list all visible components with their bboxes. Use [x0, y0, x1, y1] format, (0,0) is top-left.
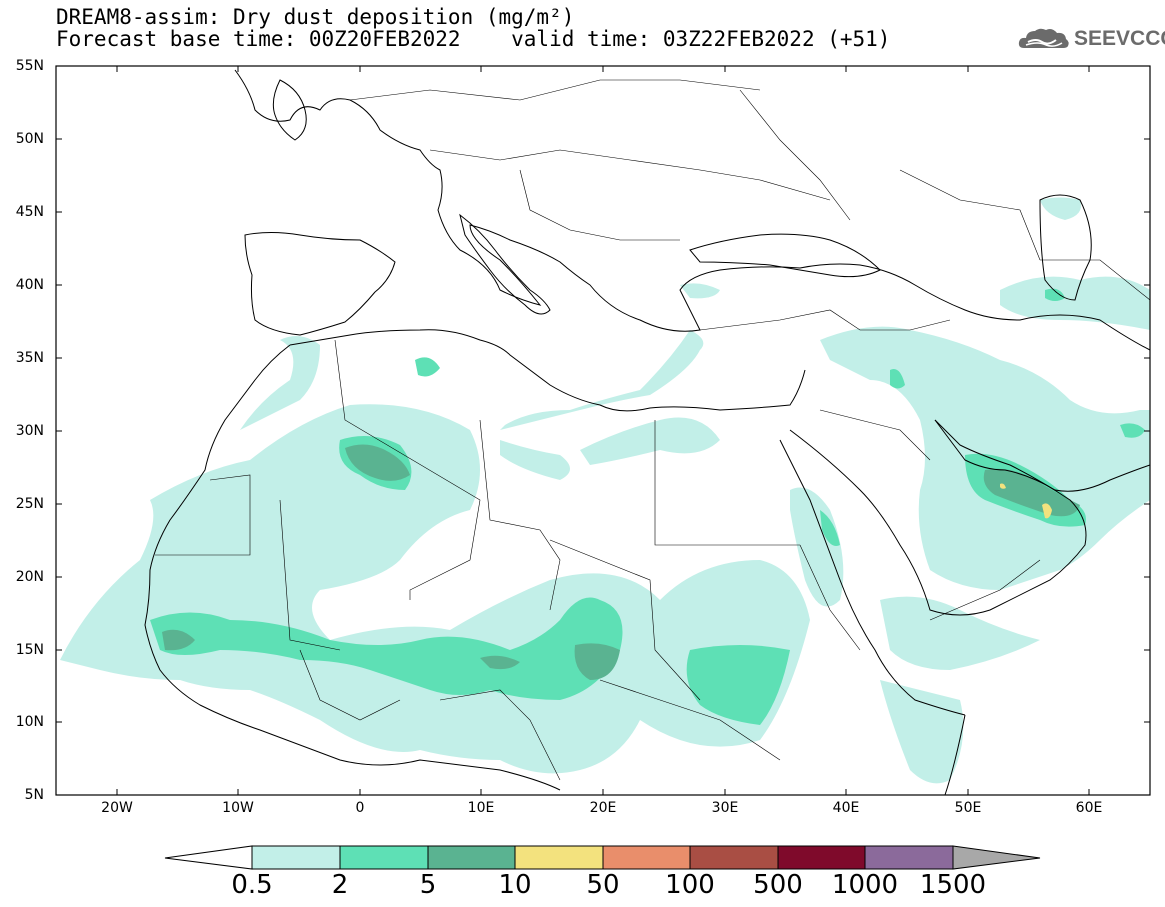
lon-label: 30E — [711, 800, 739, 816]
logo-text: SEEVCCC — [1074, 27, 1165, 50]
dust-area-oman-yellow — [1042, 503, 1052, 519]
cloud-icon — [1018, 28, 1069, 48]
dust-area-libya-light — [500, 330, 704, 430]
lat-label: 55N — [15, 58, 44, 74]
dust-area-iran2-medium — [1120, 423, 1145, 438]
lat-label: 25N — [15, 496, 44, 512]
colorbar-label: 0.5 — [231, 870, 273, 900]
dust-area-sahel-light — [60, 404, 810, 774]
dust-shading — [60, 197, 1150, 784]
lat-label: 50N — [15, 131, 44, 147]
axis-ticks — [56, 65, 1150, 795]
dust-area-aegean-light — [680, 283, 720, 299]
dust-area-egypt-light — [580, 417, 720, 465]
colorbar-arrow-left — [164, 845, 253, 870]
colorbar-arrow-right — [952, 845, 1041, 870]
dust-area-senegal-dark — [162, 629, 195, 651]
dust-area-libya2-light — [500, 440, 570, 480]
colorbar-label: 500 — [753, 870, 803, 900]
colorbar-label: 10 — [498, 870, 532, 900]
lon-label: 10W — [222, 800, 254, 816]
dust-area-gulf-light — [1040, 197, 1081, 220]
dust-area-sudan-dark — [574, 643, 620, 680]
colorbar-label: 1000 — [831, 870, 899, 900]
dust-area-iraq-medium — [890, 369, 905, 389]
dust-area-iran-light — [1000, 276, 1150, 330]
lat-label: 35N — [15, 350, 44, 366]
dust-area-tunisia-medium — [415, 357, 440, 377]
dust-area-redsea-medium — [820, 510, 840, 546]
lon-label: 20W — [101, 800, 133, 816]
lon-label: 0 — [355, 800, 365, 816]
coastlines — [144, 69, 1151, 796]
lon-label: 40E — [832, 800, 860, 816]
colorbar-label: 100 — [665, 870, 715, 900]
lat-label: 40N — [15, 277, 44, 293]
lat-label: 45N — [15, 204, 44, 220]
colorbar-bin — [251, 845, 341, 870]
colorbar-bin — [339, 845, 429, 870]
dust-area-atlas-light — [240, 336, 320, 430]
map-title: DREAM8-assim: Dry dust deposition (mg/m²… — [56, 5, 575, 29]
country-borders — [155, 79, 1151, 781]
dust-area-iran-medium — [1045, 288, 1065, 301]
colorbar-bin — [514, 845, 604, 870]
colorbar-bin — [864, 845, 954, 870]
dust-area-gulf-dark — [983, 468, 1080, 517]
lon-label: 60E — [1075, 800, 1103, 816]
lat-label: 30N — [15, 423, 44, 439]
colorbar — [164, 845, 1041, 870]
colorbar-label: 5 — [419, 870, 437, 900]
colorbar-label: 50 — [586, 870, 620, 900]
colorbar-label: 1500 — [919, 870, 987, 900]
colorbar-label: 2 — [331, 870, 349, 900]
dust-area-yemen-light — [880, 596, 1040, 670]
lat-label: 15N — [15, 642, 44, 658]
colorbar-bin — [689, 845, 779, 870]
map-subtitle: Forecast base time: 00Z20FEB2022 valid t… — [56, 27, 891, 51]
seevccc-logo: SEEVCCC — [1018, 26, 1165, 52]
dust-area-turkey-light — [870, 336, 940, 380]
lat-label: 5N — [24, 787, 44, 803]
dust-area-redsea-light — [790, 487, 844, 607]
dust-area-horn-light — [880, 680, 964, 784]
colorbar-bin — [777, 845, 866, 870]
lon-label: 50E — [954, 800, 982, 816]
map-header: DREAM8-assim: Dry dust deposition (mg/m²… — [56, 6, 890, 50]
dust-area-sahel-medium — [150, 597, 623, 700]
dust-area-gulf-yellow — [1000, 483, 1006, 489]
lon-label: 20E — [589, 800, 617, 816]
dust-area-algeria-dark — [345, 444, 410, 481]
colorbar-bin — [427, 845, 516, 870]
lon-label: 10E — [467, 800, 495, 816]
lat-label: 10N — [15, 714, 44, 730]
colorbar-bin — [602, 845, 691, 870]
dust-area-niger-dark — [480, 655, 520, 670]
lat-label: 20N — [15, 569, 44, 585]
dust-area-chad-medium — [686, 645, 790, 725]
